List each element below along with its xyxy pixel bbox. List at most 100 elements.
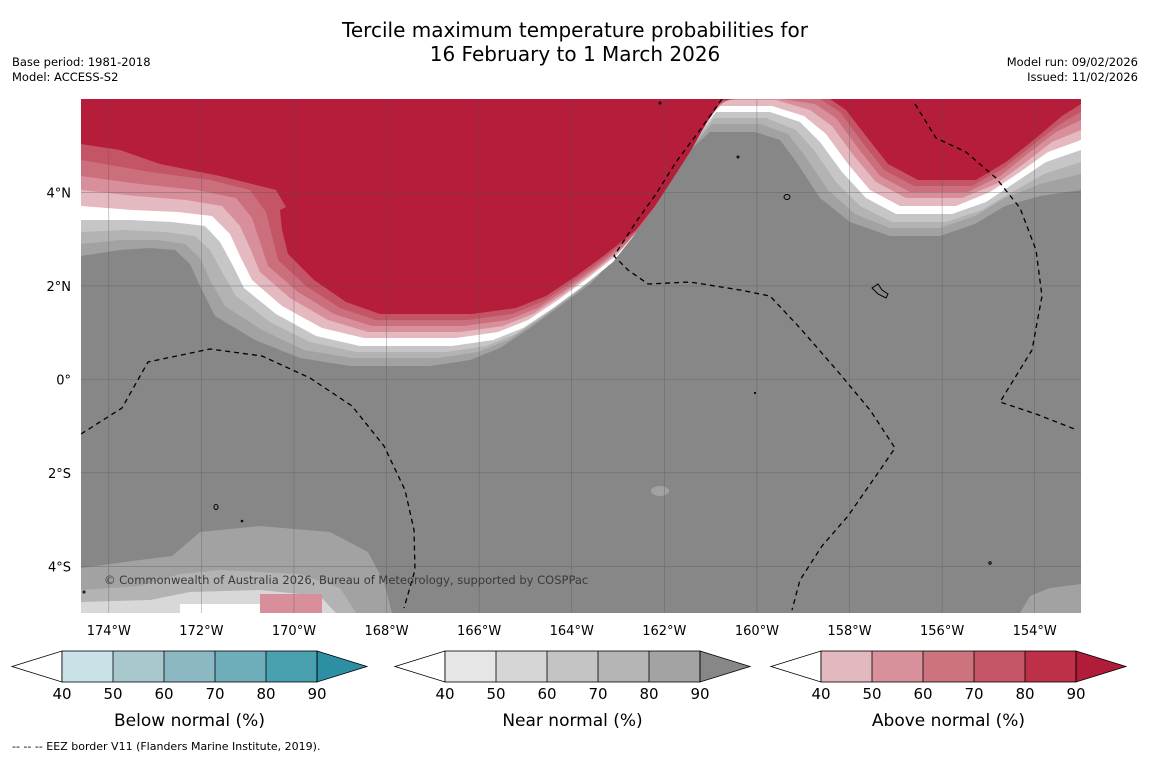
longitude-label: 168°W	[364, 624, 408, 639]
colorbar-tick-label: 80	[1015, 685, 1034, 703]
latitude-label: 0°	[56, 373, 71, 388]
colorbar-tick-label: 50	[486, 685, 505, 703]
eez-border-line	[613, 99, 896, 611]
island-outline	[988, 561, 992, 565]
colorbar-swatch	[598, 651, 649, 682]
colorbar-extend-high	[1075, 650, 1128, 683]
colorbar-tick-label: 90	[1066, 685, 1085, 703]
colorbar-extend-low	[393, 650, 446, 683]
colorbar-swatch	[266, 651, 317, 682]
colorbar-tick-label: 90	[690, 685, 709, 703]
forecast-map-figure: © Commonwealth of Australia 2026, Bureau…	[10, 99, 1128, 731]
longitude-label: 156°W	[920, 624, 964, 639]
map-title-line-2: 16 February to 1 March 2026	[429, 42, 721, 66]
longitude-label: 158°W	[827, 624, 871, 639]
eez-source-note: -- -- -- EEZ border V11 (Flanders Marine…	[12, 740, 321, 753]
above-normal-region	[260, 594, 322, 613]
colorbar-frame	[820, 650, 1077, 683]
colorbar-swatch	[62, 651, 113, 682]
map-plot-area	[81, 99, 1081, 613]
colorbar: 40 50 60 70 80 90 Above normal (%)	[769, 650, 1128, 731]
colorbar-swatch	[496, 651, 547, 682]
longitude-label: 174°W	[87, 624, 131, 639]
model-info: Base period: 1981-2018 Model: ACCESS-S2	[12, 55, 151, 85]
colorbar-tick-label: 70	[205, 685, 224, 703]
colorbar-extend-low	[769, 650, 822, 683]
colorbar-tick-label: 70	[588, 685, 607, 703]
colorbar-swatch	[164, 651, 215, 682]
eez-border-line	[81, 348, 416, 609]
colorbar: 40 50 60 70 80 90 Below normal (%)	[10, 650, 369, 731]
map-title: Tercile maximum temperature probabilitie…	[0, 18, 1150, 66]
colorbar-title: Above normal (%)	[872, 711, 1025, 731]
island-outline	[658, 101, 662, 105]
colorbar-extend-low	[10, 650, 63, 683]
graticule	[81, 99, 1081, 613]
issued-date-text: Issued: 11/02/2026	[1027, 70, 1138, 84]
longitude-label: 162°W	[642, 624, 686, 639]
colorbar-swatch	[923, 651, 974, 682]
longitude-label: 172°W	[179, 624, 223, 639]
colorbar-tick-label: 70	[964, 685, 983, 703]
colorbar-tick-label: 40	[435, 685, 454, 703]
colorbar-swatch	[649, 651, 700, 682]
colorbar-swatch	[821, 651, 872, 682]
islands	[82, 101, 992, 594]
longitude-label: 154°W	[1013, 624, 1057, 639]
colorbar-tick-label: 80	[639, 685, 658, 703]
copyright-notice: © Commonwealth of Australia 2026, Bureau…	[104, 573, 588, 587]
colorbar-frame	[61, 650, 318, 683]
near-normal-region	[651, 486, 669, 496]
eez-borders	[81, 99, 1078, 611]
colorbar-tick-label: 50	[862, 685, 881, 703]
colorbar-frame	[444, 650, 701, 683]
colorbar-swatch	[974, 651, 1025, 682]
longitude-label: 166°W	[457, 624, 501, 639]
latitude-label: 2°N	[47, 280, 72, 295]
longitude-label: 164°W	[550, 624, 594, 639]
colorbar-title: Below normal (%)	[114, 711, 265, 731]
longitude-label: 160°W	[735, 624, 779, 639]
colorbar-tick-label: 60	[913, 685, 932, 703]
map-title-line-1: Tercile maximum temperature probabilitie…	[342, 18, 808, 42]
colorbar-tick-label: 90	[307, 685, 326, 703]
longitude-labels: 174°W 172°W 170°W 168°W 166°W 164°W 162°W 160°W…	[87, 624, 1057, 639]
eez-border-line	[914, 103, 1078, 431]
colorbar-swatch	[547, 651, 598, 682]
island-outline	[753, 391, 757, 395]
run-info: Model run: 09/02/2026 Issued: 11/02/2026	[1007, 55, 1138, 85]
colorbar-tick-label: 50	[103, 685, 122, 703]
colorbar-swatch	[445, 651, 496, 682]
colorbar-legends: 40 50 60 70 80 90 Below normal (%) 40 50 60 70 80 90…	[10, 650, 1128, 731]
colorbar-swatch	[1025, 651, 1076, 682]
island-outline	[736, 155, 740, 159]
base-period-text: Base period: 1981-2018	[12, 55, 151, 69]
island-outline	[213, 504, 219, 510]
island-outline	[871, 283, 889, 299]
colorbar-extend-high	[699, 650, 752, 683]
near-normal-region	[1020, 584, 1081, 613]
latitude-label: 4°S	[48, 560, 71, 575]
threshold-band	[180, 604, 270, 613]
colorbar: 40 50 60 70 80 90 Near normal (%)	[393, 650, 752, 731]
colorbar-tick-label: 60	[537, 685, 556, 703]
colorbar-tick-label: 60	[154, 685, 173, 703]
colorbar-tick-label: 40	[52, 685, 71, 703]
colorbar-swatch	[215, 651, 266, 682]
island-outline	[240, 519, 244, 523]
colorbar-swatch	[113, 651, 164, 682]
longitude-label: 170°W	[272, 624, 316, 639]
island-outline	[783, 194, 791, 200]
model-run-text: Model run: 09/02/2026	[1006, 55, 1138, 69]
colorbar-extend-high	[316, 650, 369, 683]
colorbar-tick-label: 80	[256, 685, 275, 703]
latitude-label: 4°N	[47, 186, 72, 201]
model-name-text: Model: ACCESS-S2	[12, 70, 119, 84]
above-normal-region	[81, 99, 1081, 314]
colorbar-title: Near normal (%)	[502, 711, 642, 731]
colorbar-swatch	[872, 651, 923, 682]
latitude-label: 2°S	[48, 467, 71, 482]
island-outline	[82, 590, 86, 594]
colorbar-tick-label: 40	[811, 685, 830, 703]
latitude-labels: 4°N 2°N 0° 2°S 4°S	[47, 186, 72, 575]
